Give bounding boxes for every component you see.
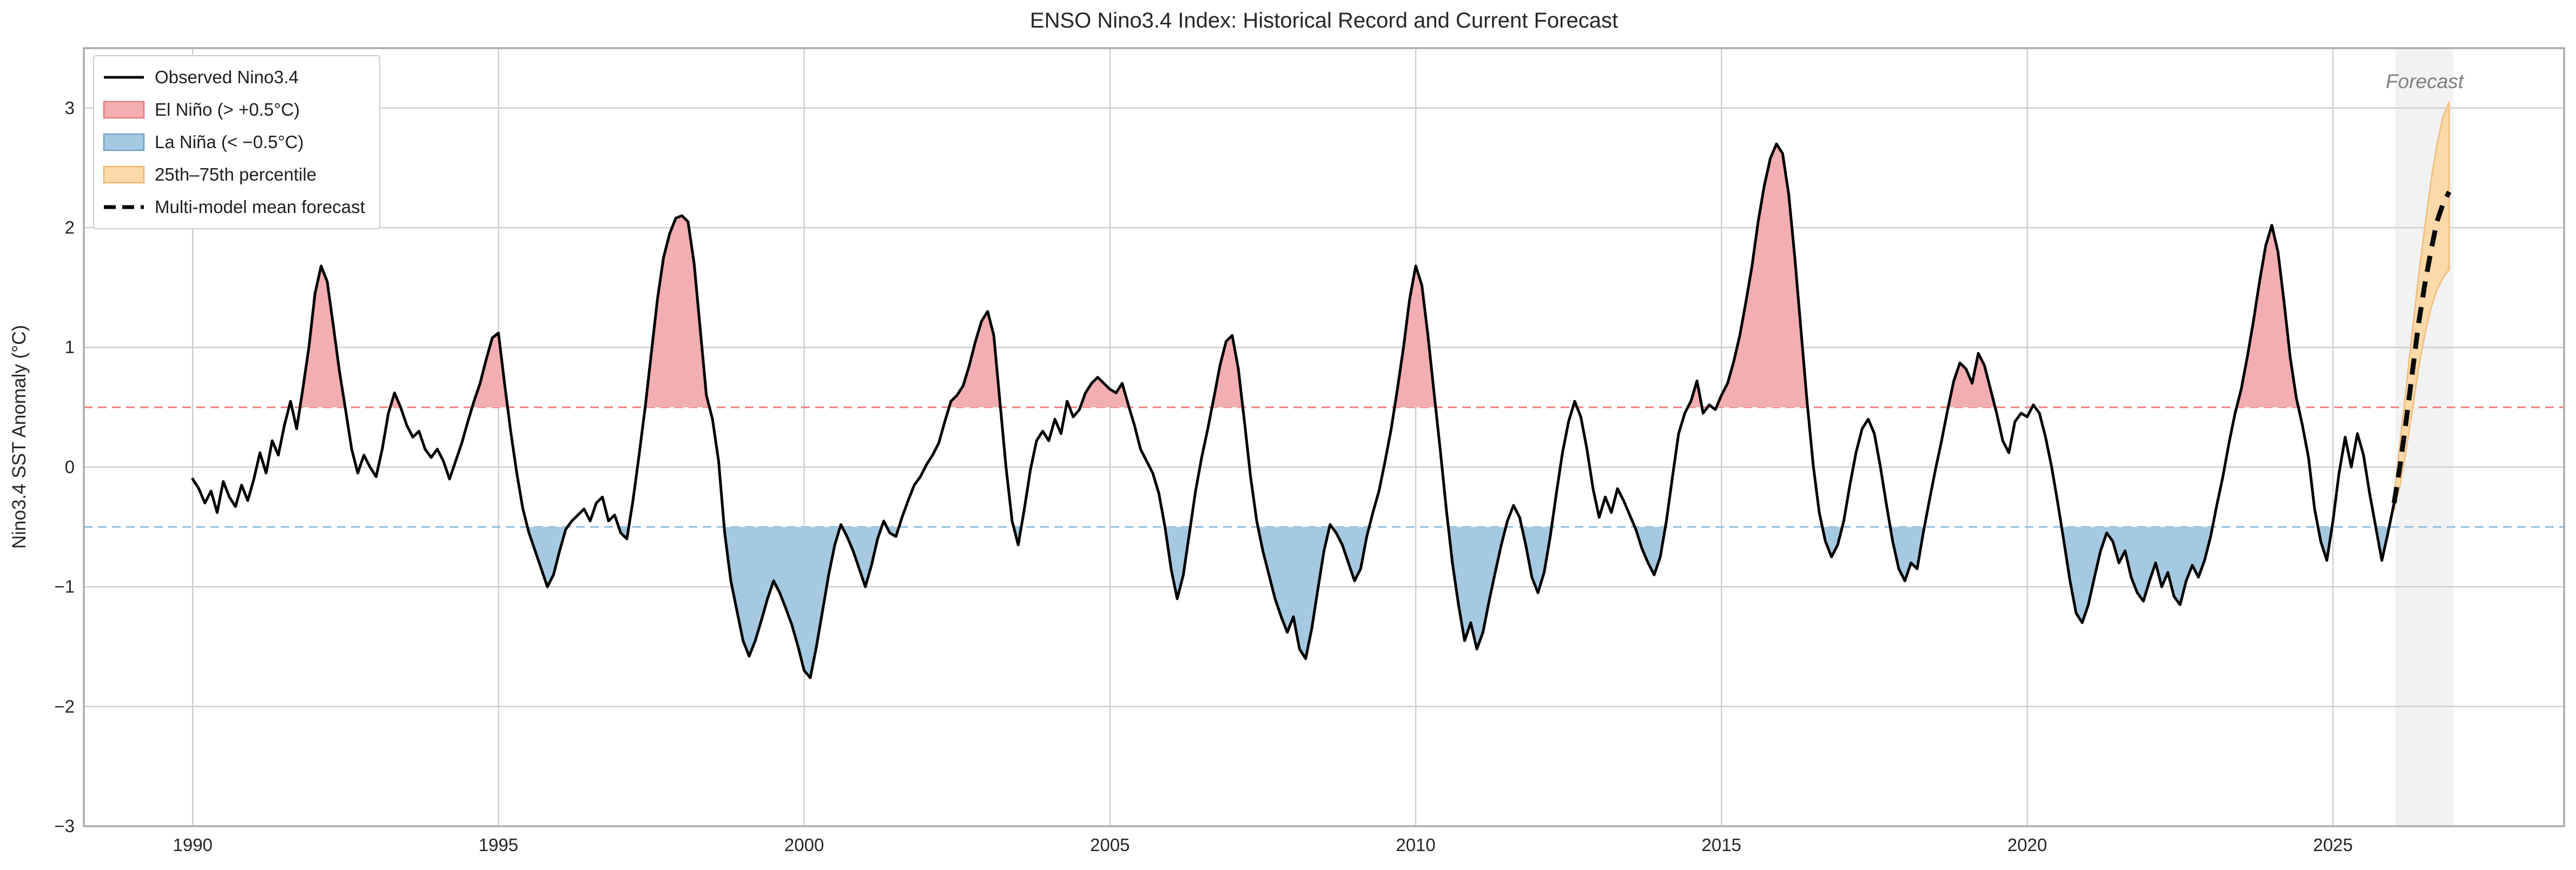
el-nino-fill bbox=[300, 265, 346, 408]
legend-item-el-nino: El Niño (> +0.5°C) bbox=[103, 96, 365, 123]
legend: Observed Nino3.4 El Niño (> +0.5°C) La N… bbox=[93, 55, 380, 229]
x-tick-label: 2025 bbox=[2313, 835, 2353, 855]
legend-item-percentile: 25th–75th percentile bbox=[103, 161, 365, 188]
forecast-dashed-line-swatch-icon bbox=[103, 197, 145, 217]
forecast-band bbox=[2393, 101, 2450, 511]
legend-item-label: 25th–75th percentile bbox=[155, 164, 317, 184]
la-nina-fill bbox=[527, 527, 567, 587]
y-tick-label: 3 bbox=[64, 97, 75, 118]
x-tick-label: 2015 bbox=[1701, 835, 1741, 855]
observed-line-swatch-icon bbox=[103, 67, 145, 88]
la-nina-fill bbox=[1165, 527, 1191, 599]
legend-item-observed: Observed Nino3.4 bbox=[103, 64, 365, 91]
forecast-mean-line bbox=[2392, 190, 2452, 504]
observed-series-line bbox=[191, 142, 2396, 679]
la-nina-fill bbox=[724, 527, 841, 678]
el-nino-patch-swatch-icon bbox=[103, 99, 145, 120]
y-tick-label: 1 bbox=[64, 337, 75, 357]
la-nina-fill bbox=[1448, 527, 1506, 649]
y-tick-label: −1 bbox=[54, 576, 75, 597]
la-nina-fill bbox=[2375, 527, 2389, 561]
y-axis-label: Nino3.4 SST Anomaly (°C) bbox=[9, 324, 30, 549]
percentile-patch-swatch-icon bbox=[103, 164, 145, 185]
y-tick-label: 2 bbox=[64, 217, 75, 238]
la-nina-fill bbox=[842, 527, 882, 587]
y-tick-label: 0 bbox=[64, 456, 75, 477]
el-nino-fill bbox=[949, 311, 1001, 408]
x-tick-label: 2010 bbox=[1396, 835, 1436, 855]
chart-title: ENSO Nino3.4 Index: Historical Record an… bbox=[1029, 9, 1619, 32]
la-nina-fill bbox=[1522, 527, 1552, 593]
x-tick-label: 2000 bbox=[784, 835, 824, 855]
y-tick-label: −2 bbox=[54, 696, 75, 716]
legend-item-label: La Niña (< −0.5°C) bbox=[155, 132, 304, 152]
x-tick-label: 1990 bbox=[173, 835, 213, 855]
plot-border bbox=[83, 47, 2565, 827]
la-nina-fill bbox=[2318, 527, 2332, 561]
el-nino-fill bbox=[1716, 144, 1808, 408]
forecast-annotation: Forecast bbox=[2386, 70, 2464, 92]
y-tick-label: −3 bbox=[54, 816, 75, 836]
la-nina-fill bbox=[1258, 527, 1330, 659]
legend-item-label: Multi-model mean forecast bbox=[155, 197, 365, 217]
x-tick-label: 2020 bbox=[2007, 835, 2047, 855]
x-tick-label: 2005 bbox=[1090, 835, 1130, 855]
el-nino-fill bbox=[1395, 265, 1436, 408]
legend-item-forecast-mean: Multi-model mean forecast bbox=[103, 194, 365, 221]
el-nino-fill bbox=[2236, 225, 2298, 408]
legend-item-la-nina: La Niña (< −0.5°C) bbox=[103, 129, 365, 156]
la-nina-patch-swatch-icon bbox=[103, 132, 145, 152]
el-nino-fill bbox=[472, 333, 508, 408]
la-nina-fill bbox=[1822, 527, 1842, 557]
x-tick-label: 1995 bbox=[478, 835, 519, 855]
legend-item-label: El Niño (> +0.5°C) bbox=[155, 99, 300, 119]
el-nino-fill bbox=[1080, 377, 1130, 408]
legend-item-label: Observed Nino3.4 bbox=[155, 67, 299, 87]
